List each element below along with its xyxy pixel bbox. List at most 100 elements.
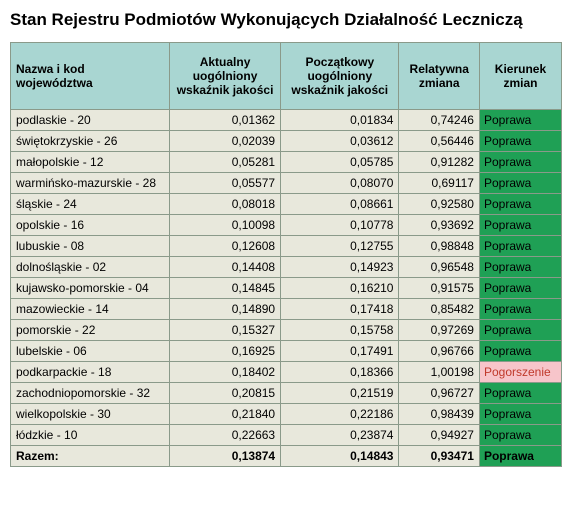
total-row: Razem:0,138740,148430,93471Poprawa	[11, 446, 562, 467]
cell-name: łódzkie - 10	[11, 425, 170, 446]
cell-direction: Poprawa	[479, 152, 561, 173]
table-row: wielkopolskie - 300,218400,221860,98439P…	[11, 404, 562, 425]
cell-initial: 0,08661	[281, 194, 399, 215]
cell-name: lubuskie - 08	[11, 236, 170, 257]
header-relative: Relatywna zmiana	[399, 43, 479, 110]
cell-current: 0,14845	[170, 278, 281, 299]
cell-initial: 0,05785	[281, 152, 399, 173]
cell-initial: 0,17491	[281, 341, 399, 362]
table-row: łódzkie - 100,226630,238740,94927Poprawa	[11, 425, 562, 446]
cell-direction: Poprawa	[479, 278, 561, 299]
cell-direction: Poprawa	[479, 299, 561, 320]
cell-initial: 0,17418	[281, 299, 399, 320]
cell-current: 0,05577	[170, 173, 281, 194]
cell-initial: 0,18366	[281, 362, 399, 383]
cell-initial: 0,15758	[281, 320, 399, 341]
cell-initial: 0,10778	[281, 215, 399, 236]
cell-name: mazowieckie - 14	[11, 299, 170, 320]
header-direction: Kierunek zmian	[479, 43, 561, 110]
cell-current: 0,22663	[170, 425, 281, 446]
cell-direction: Poprawa	[479, 215, 561, 236]
cell-direction: Poprawa	[479, 404, 561, 425]
cell-direction: Poprawa	[479, 236, 561, 257]
cell-current: 0,16925	[170, 341, 281, 362]
cell-relative: 0,96548	[399, 257, 479, 278]
cell-current: 0,14890	[170, 299, 281, 320]
cell-direction: Poprawa	[479, 131, 561, 152]
cell-name: warmińsko-mazurskie - 28	[11, 173, 170, 194]
cell-initial: 0,16210	[281, 278, 399, 299]
cell-current: 0,21840	[170, 404, 281, 425]
quality-table: Nazwa i kod województwa Aktualny uogólni…	[10, 42, 562, 467]
cell-initial: 0,01834	[281, 110, 399, 131]
cell-initial: 0,12755	[281, 236, 399, 257]
header-initial: Początkowy uogólniony wskaźnik jakości	[281, 43, 399, 110]
cell-name: pomorskie - 22	[11, 320, 170, 341]
cell-name: małopolskie - 12	[11, 152, 170, 173]
table-row: lubuskie - 080,126080,127550,98848Popraw…	[11, 236, 562, 257]
cell-relative: 0,92580	[399, 194, 479, 215]
cell-name: wielkopolskie - 30	[11, 404, 170, 425]
cell-initial: 0,14923	[281, 257, 399, 278]
table-row: pomorskie - 220,153270,157580,97269Popra…	[11, 320, 562, 341]
total-current: 0,13874	[170, 446, 281, 467]
cell-name: dolnośląskie - 02	[11, 257, 170, 278]
table-row: śląskie - 240,080180,086610,92580Poprawa	[11, 194, 562, 215]
cell-direction: Poprawa	[479, 257, 561, 278]
cell-name: opolskie - 16	[11, 215, 170, 236]
total-relative: 0,93471	[399, 446, 479, 467]
cell-relative: 1,00198	[399, 362, 479, 383]
cell-name: podkarpackie - 18	[11, 362, 170, 383]
header-row: Nazwa i kod województwa Aktualny uogólni…	[11, 43, 562, 110]
table-row: kujawsko-pomorskie - 040,148450,162100,9…	[11, 278, 562, 299]
cell-initial: 0,22186	[281, 404, 399, 425]
total-direction: Poprawa	[479, 446, 561, 467]
cell-relative: 0,69117	[399, 173, 479, 194]
table-row: podlaskie - 200,013620,018340,74246Popra…	[11, 110, 562, 131]
cell-relative: 0,74246	[399, 110, 479, 131]
cell-relative: 0,98848	[399, 236, 479, 257]
cell-direction: Poprawa	[479, 320, 561, 341]
cell-initial: 0,08070	[281, 173, 399, 194]
table-row: warmińsko-mazurskie - 280,055770,080700,…	[11, 173, 562, 194]
cell-current: 0,15327	[170, 320, 281, 341]
cell-relative: 0,56446	[399, 131, 479, 152]
table-row: mazowieckie - 140,148900,174180,85482Pop…	[11, 299, 562, 320]
header-current: Aktualny uogólniony wskaźnik jakości	[170, 43, 281, 110]
cell-relative: 0,91575	[399, 278, 479, 299]
cell-relative: 0,93692	[399, 215, 479, 236]
cell-name: podlaskie - 20	[11, 110, 170, 131]
table-row: zachodniopomorskie - 320,208150,215190,9…	[11, 383, 562, 404]
cell-relative: 0,96727	[399, 383, 479, 404]
cell-current: 0,08018	[170, 194, 281, 215]
total-initial: 0,14843	[281, 446, 399, 467]
cell-current: 0,18402	[170, 362, 281, 383]
table-row: podkarpackie - 180,184020,183661,00198Po…	[11, 362, 562, 383]
table-row: świętokrzyskie - 260,020390,036120,56446…	[11, 131, 562, 152]
table-row: małopolskie - 120,052810,057850,91282Pop…	[11, 152, 562, 173]
cell-direction: Pogorszenie	[479, 362, 561, 383]
cell-current: 0,01362	[170, 110, 281, 131]
cell-current: 0,10098	[170, 215, 281, 236]
table-row: dolnośląskie - 020,144080,149230,96548Po…	[11, 257, 562, 278]
cell-direction: Poprawa	[479, 425, 561, 446]
table-row: opolskie - 160,100980,107780,93692Popraw…	[11, 215, 562, 236]
cell-direction: Poprawa	[479, 383, 561, 404]
cell-relative: 0,91282	[399, 152, 479, 173]
cell-initial: 0,21519	[281, 383, 399, 404]
cell-name: świętokrzyskie - 26	[11, 131, 170, 152]
table-row: lubelskie - 060,169250,174910,96766Popra…	[11, 341, 562, 362]
cell-name: kujawsko-pomorskie - 04	[11, 278, 170, 299]
cell-initial: 0,23874	[281, 425, 399, 446]
cell-relative: 0,98439	[399, 404, 479, 425]
cell-relative: 0,96766	[399, 341, 479, 362]
cell-direction: Poprawa	[479, 341, 561, 362]
cell-direction: Poprawa	[479, 194, 561, 215]
cell-direction: Poprawa	[479, 110, 561, 131]
cell-current: 0,20815	[170, 383, 281, 404]
cell-current: 0,14408	[170, 257, 281, 278]
cell-relative: 0,97269	[399, 320, 479, 341]
cell-name: śląskie - 24	[11, 194, 170, 215]
cell-relative: 0,85482	[399, 299, 479, 320]
cell-relative: 0,94927	[399, 425, 479, 446]
